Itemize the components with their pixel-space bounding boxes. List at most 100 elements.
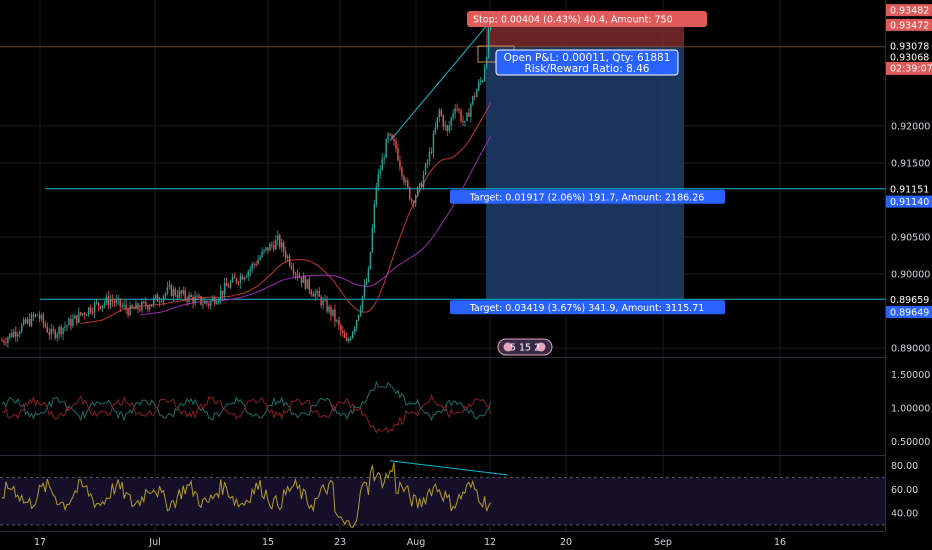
stop-label[interactable]: Stop: 0.00404 (0.43%) 40.4, Amount: 750 bbox=[467, 11, 707, 27]
moving-average-long bbox=[139, 135, 492, 316]
event-flag-icon bbox=[536, 342, 546, 352]
candle-body bbox=[485, 57, 488, 68]
candle-body bbox=[373, 203, 376, 228]
candle-body bbox=[387, 133, 389, 140]
candle-body bbox=[487, 29, 490, 58]
candle-body bbox=[375, 186, 377, 204]
candle-body bbox=[50, 329, 52, 335]
take-profit-zone[interactable] bbox=[486, 46, 684, 300]
candle-body bbox=[470, 104, 472, 117]
candle-body bbox=[86, 314, 88, 316]
candle-body bbox=[237, 282, 240, 284]
oscillator-line-green bbox=[1, 380, 492, 422]
candle-body bbox=[210, 300, 212, 306]
candle-body bbox=[48, 332, 50, 335]
candle-body bbox=[294, 273, 297, 275]
candle-body bbox=[357, 314, 360, 321]
candle-body bbox=[212, 298, 214, 301]
candle-body bbox=[472, 96, 474, 105]
candle-body bbox=[103, 302, 106, 306]
candle-body bbox=[314, 293, 316, 297]
candle-body bbox=[267, 247, 269, 251]
candle-body bbox=[300, 277, 303, 283]
candle-body bbox=[377, 174, 379, 187]
candle-body bbox=[52, 329, 54, 331]
candle-body bbox=[316, 290, 318, 294]
candle-body bbox=[139, 309, 141, 311]
rsi-axis[interactable]: 80.00 60.00 40.00 bbox=[891, 461, 918, 520]
time-tick-label: 20 bbox=[560, 537, 572, 548]
trend-line-channel[interactable] bbox=[389, 13, 498, 142]
candle-body bbox=[328, 306, 330, 312]
time-axis[interactable]: 17 Jul 15 23 Aug 12 20 Sep 16 bbox=[34, 537, 786, 548]
candle-body bbox=[249, 268, 251, 272]
candle-body bbox=[245, 276, 247, 278]
candle-body bbox=[422, 174, 425, 188]
candle-body bbox=[115, 299, 117, 304]
candle-body bbox=[141, 301, 143, 311]
candle-body bbox=[202, 303, 204, 305]
candle-body bbox=[15, 331, 17, 337]
candle-body bbox=[216, 302, 218, 305]
oscillator-axis[interactable]: 1.50000 1.00000 0.50000 bbox=[891, 370, 930, 448]
candle-body bbox=[261, 251, 263, 258]
price-axis[interactable]: 0.92000 0.91500 0.90500 0.90000 0.89000 bbox=[891, 121, 930, 354]
candle-body bbox=[105, 296, 108, 303]
candle-body bbox=[405, 180, 407, 183]
candle-body bbox=[351, 331, 354, 339]
candle-body bbox=[127, 309, 129, 316]
candle-body bbox=[332, 309, 334, 316]
candle-body bbox=[253, 263, 255, 265]
candle-body bbox=[164, 293, 167, 297]
events-badge-text: 5 15 2 bbox=[510, 343, 540, 354]
candle-body bbox=[117, 298, 119, 300]
rsi-tick-label: 80.00 bbox=[891, 461, 918, 472]
candle-body bbox=[273, 245, 275, 250]
events-badge[interactable]: 5 15 2 bbox=[497, 338, 553, 356]
candle-body bbox=[129, 305, 131, 316]
candle-body bbox=[255, 264, 257, 266]
candle-body bbox=[444, 125, 446, 127]
price-tag bbox=[886, 306, 932, 319]
price-tick-label: 0.90500 bbox=[891, 233, 930, 244]
time-tick-label: 15 bbox=[262, 537, 274, 548]
candle-body bbox=[385, 139, 387, 158]
pnl-label[interactable]: Open P&L: 0.00011, Qty: 61881 Risk/Rewar… bbox=[495, 49, 679, 76]
candle-body bbox=[42, 315, 45, 324]
price-tick-label: 0.89000 bbox=[891, 344, 930, 355]
candle-body bbox=[430, 151, 433, 153]
price-tag bbox=[886, 4, 932, 17]
candle-body bbox=[229, 282, 232, 288]
candle-body bbox=[223, 282, 226, 295]
candle-body bbox=[308, 279, 311, 291]
candle-body bbox=[149, 306, 151, 310]
candle-body bbox=[393, 139, 395, 142]
candle-body bbox=[462, 120, 464, 122]
price-tags: 0.934820.934720.930780.930680.9306702:39… bbox=[886, 4, 932, 319]
candle-body bbox=[389, 133, 391, 135]
candle-body bbox=[196, 295, 198, 297]
candle-body bbox=[456, 108, 458, 110]
candle-body bbox=[219, 290, 222, 300]
pnl-text: Open P&L: 0.00011, Qty: 61881 bbox=[504, 52, 671, 64]
candle-body bbox=[428, 151, 431, 162]
candle-body bbox=[279, 235, 281, 248]
candle-body bbox=[310, 290, 312, 295]
target-label-1[interactable]: Target: 0.01917 (2.06%) 191.7, Amount: 2… bbox=[450, 189, 725, 204]
price-tag bbox=[886, 61, 932, 74]
osc-tick-label: 1.50000 bbox=[891, 370, 930, 381]
candle-body bbox=[44, 323, 47, 327]
candle-body bbox=[346, 337, 348, 342]
candle-body bbox=[168, 285, 171, 288]
candle-body bbox=[440, 110, 443, 116]
target-label-2[interactable]: Target: 0.03419 (3.67%) 341.9, Amount: 3… bbox=[450, 300, 725, 315]
candle-body bbox=[367, 269, 370, 282]
price-tag-text: 0.93068 bbox=[890, 52, 929, 63]
candle-body bbox=[275, 239, 277, 250]
candle-body bbox=[186, 298, 188, 302]
candle-body bbox=[225, 282, 228, 287]
candle-body bbox=[56, 334, 58, 338]
candle-body bbox=[411, 199, 413, 202]
rsi-divergence-line[interactable] bbox=[389, 460, 509, 476]
